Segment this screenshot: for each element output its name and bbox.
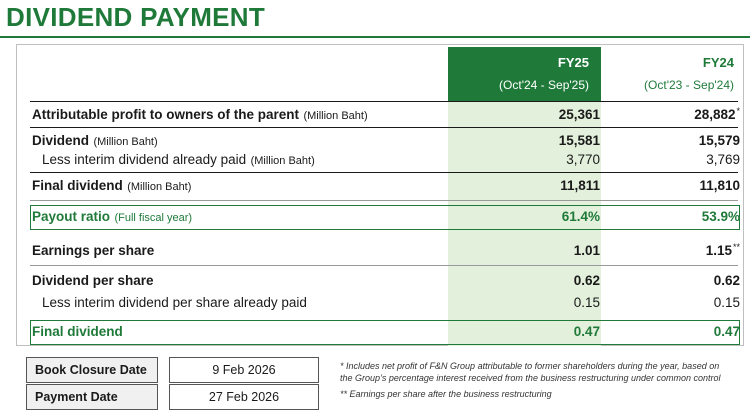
fy25-year: FY25 (557, 55, 589, 70)
row-divider (30, 172, 738, 173)
table-row-eps: Earnings per share 1.01 1.15** (32, 241, 740, 261)
fy24-value: 0.62 (713, 273, 740, 288)
footnote-1: * Includes net profit of F&N Group attri… (340, 360, 740, 384)
row-label: Earnings per share (32, 243, 155, 258)
row-divider (30, 265, 738, 266)
title-divider (0, 36, 750, 38)
fy24-value: 53.9% (701, 209, 740, 224)
row-label: Less interim dividend already paid (42, 152, 247, 167)
fy25-value: 11,811 (560, 178, 600, 193)
row-unit: (Million Baht) (250, 155, 315, 167)
footnote-marker: ** (732, 242, 740, 252)
fy25-value: 61.4% (561, 209, 600, 224)
fy25-value: 0.62 (573, 273, 600, 288)
footnote-2: ** Earnings per share after the business… (340, 389, 552, 399)
fy24-value: 0.47 (713, 324, 740, 339)
table-row-dps: Dividend per share 0.62 0.62 (32, 271, 740, 291)
book-closure-date-value: 9 Feb 2026 (169, 357, 319, 383)
final-dividend-highlight-box (30, 320, 740, 345)
fy24-value: 3,769 (706, 152, 740, 167)
table-row-interim-per-share: Less interim dividend per share already … (32, 293, 740, 313)
dividend-table-panel (16, 44, 744, 346)
row-divider (30, 200, 738, 201)
fy24-value: 11,810 (699, 178, 740, 193)
fy25-value: 0.47 (573, 324, 600, 339)
fy24-value: 1.15 (705, 243, 732, 258)
payment-date-value: 27 Feb 2026 (169, 384, 319, 410)
row-unit: (Million Baht) (127, 181, 192, 193)
row-label: Dividend per share (32, 273, 154, 288)
row-label: Final dividend (32, 178, 123, 193)
fy24-column-header: FY24 (Oct'23 - Sep'24) (601, 47, 738, 101)
table-row-dividend: Dividend (Million Baht) 15,581 15,579 (32, 131, 740, 151)
row-label: Final dividend (32, 324, 123, 339)
fy25-value: 1.01 (573, 243, 600, 258)
fy24-period: (Oct'23 - Sep'24) (644, 78, 734, 92)
table-row-attributable: Attributable profit to owners of the par… (32, 105, 740, 125)
fy25-value: 3,770 (566, 152, 600, 167)
fy24-year: FY24 (702, 55, 734, 70)
payment-date-label: Payment Date (26, 384, 158, 410)
table-row-interim-dividend: Less interim dividend already paid (Mill… (32, 150, 740, 170)
row-label: Less interim dividend per share already … (42, 295, 307, 310)
book-closure-date-label: Book Closure Date (26, 357, 158, 383)
row-label: Payout ratio (32, 209, 111, 224)
fy25-value: 0.15 (573, 295, 600, 310)
footnote-1-line-2: the Group’s percentage interest received… (340, 373, 721, 383)
row-unit: (Million Baht) (303, 110, 368, 122)
table-row-final-dividend: Final dividend (Million Baht) 11,811 11,… (32, 176, 740, 196)
row-label: Attributable profit to owners of the par… (32, 107, 299, 122)
table-row-payout-ratio: Payout ratio (Full fiscal year) 61.4% 53… (32, 207, 740, 227)
table-row-final-per-share: Final dividend 0.47 0.47 (32, 322, 740, 342)
fy25-period: (Oct'24 - Sep'25) (499, 78, 589, 92)
fy24-value: 0.15 (713, 295, 740, 310)
fy25-column-header: FY25 (Oct'24 - Sep'25) (448, 47, 601, 101)
footnote-1-line-1: * Includes net profit of F&N Group attri… (340, 361, 720, 371)
row-label: Dividend (32, 133, 90, 148)
header-divider (30, 101, 738, 102)
fy24-value: 28,882 (694, 107, 736, 122)
fy24-value: 15,579 (698, 133, 740, 148)
page-title: DIVIDEND PAYMENT (6, 2, 266, 32)
payout-ratio-highlight-box (30, 205, 740, 230)
fy25-value: 15,581 (558, 133, 600, 148)
row-unit: (Million Baht) (93, 136, 158, 148)
fy25-value: 25,361 (558, 107, 600, 122)
row-divider (30, 127, 738, 128)
row-unit: (Full fiscal year) (114, 212, 193, 224)
footnote-marker: * (736, 106, 740, 116)
